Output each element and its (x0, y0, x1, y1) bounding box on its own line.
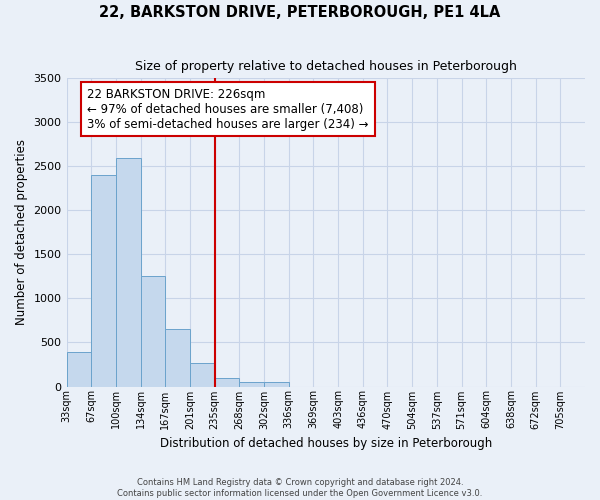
Bar (165, 330, 190, 386)
Bar (67, 352, 91, 386)
Bar (239, 382, 264, 386)
Bar (190, 362, 215, 386)
Bar (116, 158, 140, 386)
Title: Size of property relative to detached houses in Peterborough: Size of property relative to detached ho… (135, 60, 517, 73)
Text: 22 BARKSTON DRIVE: 226sqm
← 97% of detached houses are smaller (7,408)
3% of sem: 22 BARKSTON DRIVE: 226sqm ← 97% of detac… (87, 88, 369, 130)
X-axis label: Distribution of detached houses by size in Peterborough: Distribution of detached houses by size … (160, 437, 492, 450)
Bar (140, 276, 165, 386)
Text: Contains HM Land Registry data © Crown copyright and database right 2024.
Contai: Contains HM Land Registry data © Crown c… (118, 478, 482, 498)
Bar (91, 175, 116, 386)
Y-axis label: Number of detached properties: Number of detached properties (15, 140, 28, 326)
Bar (215, 378, 239, 386)
Bar (264, 382, 289, 386)
Text: 22, BARKSTON DRIVE, PETERBOROUGH, PE1 4LA: 22, BARKSTON DRIVE, PETERBOROUGH, PE1 4L… (100, 5, 500, 20)
